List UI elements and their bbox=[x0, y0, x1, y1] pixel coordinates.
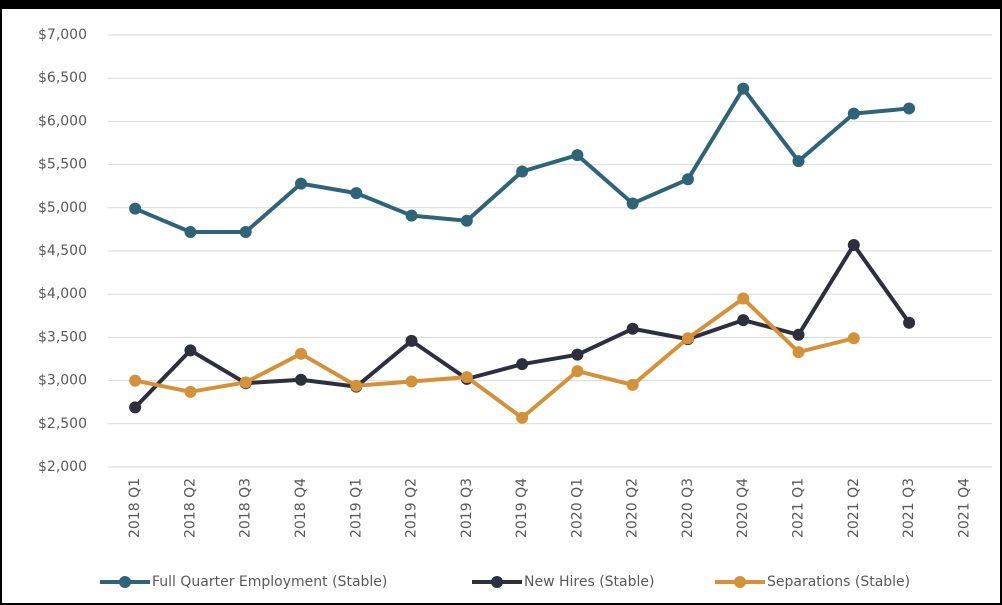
point bbox=[903, 102, 916, 115]
legend-marker bbox=[119, 576, 131, 588]
point bbox=[903, 316, 916, 329]
point bbox=[681, 332, 694, 345]
point bbox=[350, 379, 363, 392]
y-tick-label: $7,000 bbox=[38, 27, 87, 43]
point bbox=[184, 225, 197, 238]
legend-label: Full Quarter Employment (Stable) bbox=[152, 574, 387, 590]
point bbox=[129, 202, 142, 215]
point bbox=[792, 328, 805, 341]
y-tick-label: $4,000 bbox=[38, 286, 87, 302]
point bbox=[239, 225, 252, 238]
legend-marker bbox=[734, 576, 746, 588]
point bbox=[571, 149, 584, 162]
point bbox=[626, 197, 639, 210]
point bbox=[239, 376, 252, 389]
point bbox=[294, 347, 307, 360]
x-tick-label: 2018 Q3 bbox=[238, 478, 254, 538]
point bbox=[626, 378, 639, 391]
x-tick-label: 2019 Q3 bbox=[459, 478, 475, 538]
point bbox=[294, 373, 307, 386]
x-tick-label: 2019 Q2 bbox=[404, 478, 420, 538]
x-tick-label: 2021 Q4 bbox=[956, 478, 972, 538]
point bbox=[184, 344, 197, 357]
y-tick-label: $6,000 bbox=[38, 113, 87, 129]
legend-marker bbox=[491, 576, 503, 588]
point bbox=[294, 177, 307, 190]
point bbox=[460, 371, 473, 384]
legend-label: Separations (Stable) bbox=[767, 574, 910, 590]
x-tick-label: 2020 Q2 bbox=[625, 478, 641, 538]
point bbox=[516, 165, 529, 178]
x-tick-label: 2021 Q1 bbox=[791, 478, 807, 538]
point bbox=[516, 358, 529, 371]
point bbox=[405, 334, 418, 347]
x-tick-label: 2021 Q3 bbox=[901, 478, 917, 538]
x-tick-label: 2018 Q4 bbox=[293, 478, 309, 538]
point bbox=[847, 238, 860, 251]
point bbox=[460, 214, 473, 227]
point bbox=[405, 209, 418, 222]
x-tick-label: 2020 Q4 bbox=[735, 478, 751, 538]
y-tick-label: $6,500 bbox=[38, 70, 87, 86]
point bbox=[571, 348, 584, 361]
point bbox=[405, 375, 418, 388]
top-bar bbox=[0, 0, 1002, 9]
x-tick-label: 2020 Q3 bbox=[680, 478, 696, 538]
point bbox=[626, 322, 639, 335]
point bbox=[737, 292, 750, 305]
x-tick-label: 2020 Q1 bbox=[569, 478, 585, 538]
y-tick-label: $3,000 bbox=[38, 373, 87, 389]
point bbox=[184, 385, 197, 398]
point bbox=[129, 401, 142, 414]
point bbox=[350, 187, 363, 200]
y-tick-label: $5,000 bbox=[38, 200, 87, 216]
point bbox=[681, 173, 694, 186]
x-tick-label: 2019 Q1 bbox=[348, 478, 364, 538]
point bbox=[129, 374, 142, 387]
point bbox=[737, 314, 750, 327]
point bbox=[571, 365, 584, 378]
y-tick-label: $4,500 bbox=[38, 243, 87, 259]
x-tick-label: 2019 Q4 bbox=[514, 478, 530, 538]
point bbox=[737, 82, 750, 95]
point bbox=[792, 155, 805, 168]
series-line bbox=[134, 296, 855, 420]
x-tick-label: 2021 Q2 bbox=[846, 478, 862, 538]
x-tick-label: 2018 Q1 bbox=[127, 478, 143, 538]
point bbox=[792, 346, 805, 359]
legend-label: New Hires (Stable) bbox=[524, 574, 654, 590]
x-tick-label: 2018 Q2 bbox=[182, 478, 198, 538]
point bbox=[847, 332, 860, 345]
point bbox=[516, 411, 529, 424]
y-tick-label: $2,500 bbox=[38, 416, 87, 432]
point bbox=[847, 107, 860, 120]
y-tick-label: $3,500 bbox=[38, 329, 87, 345]
y-tick-label: $2,000 bbox=[38, 459, 87, 475]
y-tick-label: $5,500 bbox=[38, 157, 87, 173]
